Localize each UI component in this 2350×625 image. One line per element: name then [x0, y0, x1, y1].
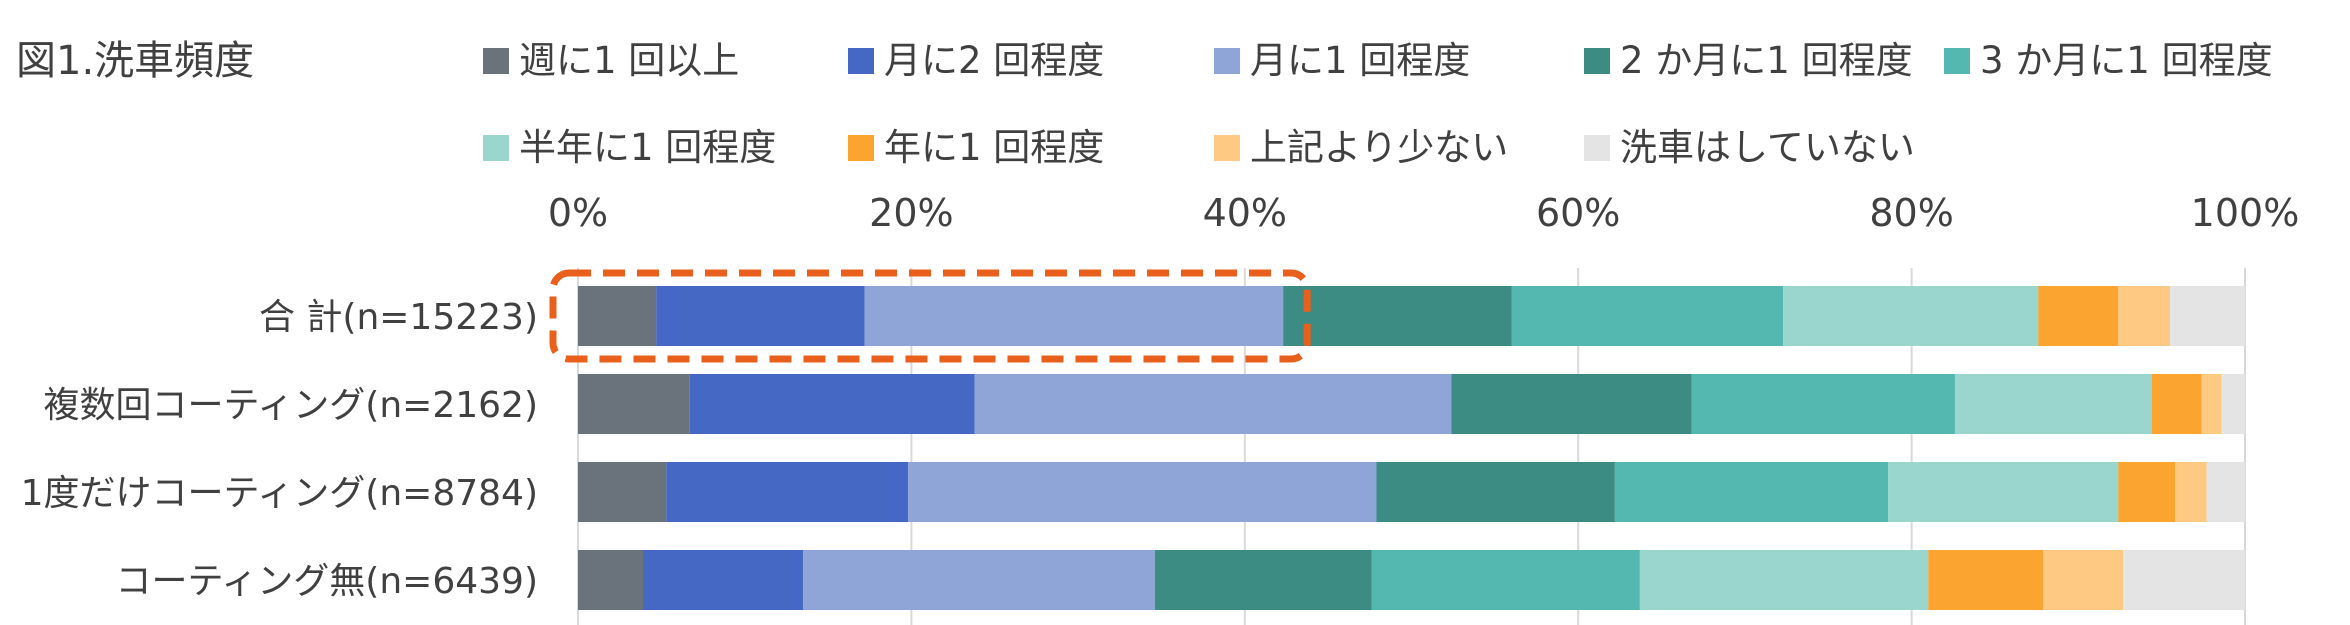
- legend-label: 週に1 回以上: [519, 39, 739, 82]
- x-axis-ticks: 0% 20% 40% 60% 80% 100%: [548, 191, 2299, 235]
- bar-segment: [1371, 550, 1640, 610]
- bar-segment: [2221, 374, 2245, 434]
- legend-swatch: [1214, 48, 1240, 74]
- bar-segment: [1154, 550, 1372, 610]
- bar-segment: [578, 462, 667, 522]
- bar-segment: [1283, 286, 1512, 346]
- x-tick-label: 0%: [548, 191, 608, 235]
- chart-title: 図1.洗車頻度: [16, 38, 254, 84]
- category-label: 複数回コーティング(n=2162): [43, 385, 538, 426]
- legend-label: 月に2 回程度: [884, 39, 1104, 82]
- bar-segment: [578, 374, 690, 434]
- category-label: 合 計(n=15223): [259, 297, 538, 338]
- legend: 週に1 回以上 月に2 回程度 月に1 回程度 2 か月に1 回程度 3 か月に1 回程…: [483, 39, 2273, 169]
- legend-label: 3 か月に1 回程度: [1980, 39, 2273, 82]
- legend-swatch: [483, 135, 509, 161]
- bar-segment: [1954, 374, 2152, 434]
- bar-segment: [2169, 286, 2245, 346]
- bar-segment: [803, 550, 1155, 610]
- x-tick-label: 80%: [1869, 191, 1953, 235]
- bar-segment: [666, 462, 909, 522]
- bar-segment: [2118, 462, 2175, 522]
- bar-segment: [2043, 550, 2124, 610]
- legend-label: 年に1 回程度: [884, 126, 1104, 169]
- bar-segment: [2118, 286, 2170, 346]
- bar-segment: [578, 286, 657, 346]
- bars: [578, 286, 2245, 610]
- legend-swatch: [1584, 48, 1610, 74]
- bar-segment: [2174, 462, 2207, 522]
- category-labels: 合 計(n=15223) 複数回コーティング(n=2162) 1度だけコーティング(…: [21, 297, 538, 602]
- bar-segment: [643, 550, 804, 610]
- bar-segment: [2201, 374, 2222, 434]
- x-tick-label: 20%: [869, 191, 953, 235]
- legend-swatch: [848, 135, 874, 161]
- bar-segment: [2206, 462, 2245, 522]
- legend-label: 洗車はしていない: [1620, 126, 1915, 169]
- legend-swatch: [1584, 135, 1610, 161]
- legend-label: 半年に1 回程度: [519, 126, 776, 169]
- bar-segment: [1928, 550, 2044, 610]
- legend-swatch: [848, 48, 874, 74]
- legend-label: 2 か月に1 回程度: [1620, 39, 1913, 82]
- bar-segment: [1783, 286, 2039, 346]
- bar-segment: [1376, 462, 1615, 522]
- bar-segment: [1691, 374, 1955, 434]
- category-label: 1度だけコーティング(n=8784): [21, 473, 538, 514]
- highlight-box: [549, 269, 1311, 363]
- bar-segment: [1888, 462, 2119, 522]
- bar-segment: [864, 286, 1284, 346]
- bar-segment: [2123, 550, 2245, 610]
- highlight-rect: [549, 269, 1311, 363]
- x-tick-label: 60%: [1536, 191, 1620, 235]
- bar-segment: [2151, 374, 2202, 434]
- bar-segment: [908, 462, 1377, 522]
- bar-segment: [2038, 286, 2119, 346]
- bar-segment: [1451, 374, 1692, 434]
- bar-segment: [1511, 286, 1784, 346]
- legend-swatch: [1214, 135, 1240, 161]
- bar-segment: [974, 374, 1452, 434]
- legend-swatch: [483, 48, 509, 74]
- category-label: コーティング無(n=6439): [115, 561, 538, 602]
- legend-label: 上記より少ない: [1250, 126, 1508, 169]
- legend-swatch: [1944, 48, 1970, 74]
- x-tick-label: 40%: [1203, 191, 1287, 235]
- bar-segment: [689, 374, 975, 434]
- bar-segment: [656, 286, 865, 346]
- bar-segment: [578, 550, 644, 610]
- bar-segment: [1614, 462, 1889, 522]
- legend-label: 月に1 回程度: [1250, 39, 1470, 82]
- bar-segment: [1639, 550, 1929, 610]
- x-tick-label: 100%: [2191, 191, 2300, 235]
